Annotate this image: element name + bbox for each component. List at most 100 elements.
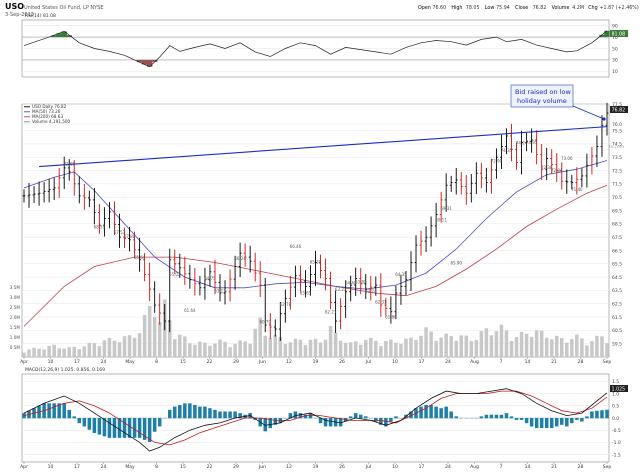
macd-tick-label: 1.5 — [612, 379, 619, 385]
volume-bar — [414, 339, 418, 357]
annotation-line-1: Bid raised on low — [515, 88, 571, 96]
macd-histogram-bar — [203, 406, 207, 419]
price-bar — [354, 267, 358, 296]
price-bar — [173, 249, 177, 275]
annotation-callout: Bid raised on low holiday volume — [510, 84, 606, 121]
price-bar — [223, 280, 227, 305]
macd-histogram-bar — [600, 410, 604, 419]
price-point-label: 72.90 — [491, 158, 503, 163]
volume-bar — [188, 343, 192, 357]
quote-label: Chg — [588, 5, 597, 11]
quote-label: High — [451, 5, 462, 11]
rsi-tick-label: 50 — [612, 46, 618, 52]
price-bar — [183, 256, 187, 285]
date-tick-label: 17 — [419, 359, 425, 365]
price-point-label: 63.13 — [214, 288, 226, 293]
volume-bar — [434, 340, 438, 357]
volume-bar — [590, 341, 594, 357]
price-bar — [283, 289, 287, 323]
price-panel: 3.5M 3.0M 2.5M 2.0M 1.5M 1.0M 0.5M 72.65 68.59 6… — [10, 84, 628, 358]
date-tick-label: 24 — [445, 359, 451, 365]
date-tick-label: 14 — [525, 359, 531, 365]
price-bar — [565, 169, 569, 194]
macd-histogram-bar — [374, 418, 378, 422]
price-bar — [143, 252, 147, 282]
rsi-line — [23, 30, 608, 68]
date-tick-label: Jul — [365, 359, 371, 365]
volume-bar — [323, 339, 328, 357]
volume-bar — [454, 340, 458, 357]
price-tick-label: 62.5 — [612, 302, 622, 308]
price-bar — [263, 278, 267, 333]
macd-histogram-bar — [117, 418, 122, 438]
price-legend-entry: MA(200) 68.63 — [32, 114, 63, 119]
price-bar — [273, 319, 277, 337]
price-tick-label: 67.5 — [612, 235, 622, 241]
macd-tick-label: 0.0 — [612, 416, 619, 422]
symbol-label: USO — [5, 2, 24, 11]
volume-bar — [539, 330, 544, 357]
macd-histogram-bar — [409, 411, 413, 419]
price-bar — [27, 183, 31, 208]
volume-bar — [600, 336, 604, 357]
macd-histogram-bar — [358, 414, 363, 419]
date-tick-label-bottom: Sep — [603, 464, 612, 470]
volume-bar — [338, 340, 343, 357]
volume-bar — [544, 337, 549, 357]
price-point-label: 72.38 — [541, 165, 553, 170]
price-bar — [278, 301, 282, 341]
price-bar — [484, 167, 488, 193]
price-bar — [545, 147, 549, 180]
volume-bar — [37, 348, 41, 357]
volume-tick-label: 2.0M — [10, 315, 21, 320]
price-bar — [344, 280, 348, 318]
volume-bar — [469, 341, 474, 357]
rsi-oversold-fill — [136, 59, 143, 63]
volume-bar — [379, 346, 383, 357]
volume-bar — [318, 342, 323, 357]
price-bar — [515, 142, 518, 170]
volume-bar — [358, 344, 363, 357]
macd-histogram-bar — [479, 416, 484, 419]
volume-bar — [107, 337, 112, 357]
price-bar — [228, 269, 232, 302]
price-point-label: 65.31 — [310, 259, 322, 264]
price-bar — [454, 167, 458, 195]
volume-bar — [258, 317, 262, 357]
macd-histogram-bar — [142, 418, 147, 440]
price-bar — [389, 296, 393, 324]
macd-histogram-bar — [489, 414, 494, 419]
macd-current-tag: 1.025 — [610, 385, 628, 393]
macd-histogram-bar — [504, 413, 509, 419]
date-tick-label-bottom: Jul — [365, 464, 371, 470]
volume-bar — [102, 340, 107, 357]
volume-bar — [439, 337, 443, 357]
price-point-label: 63.65 — [300, 290, 312, 295]
price-bar — [530, 128, 534, 153]
volume-bar — [484, 328, 489, 357]
volume-bar — [77, 349, 82, 357]
volume-bar — [193, 344, 197, 357]
price-bar — [258, 261, 262, 297]
volume-bar — [208, 345, 212, 357]
price-bar — [575, 167, 579, 195]
volume-bar — [112, 340, 117, 357]
macd-histogram-bar — [514, 418, 519, 420]
price-bar — [82, 183, 86, 210]
volume-bar — [308, 339, 313, 357]
macd-histogram-bar — [519, 418, 524, 420]
price-point-label: 72.65 — [64, 162, 76, 167]
macd-histogram-bar — [328, 418, 333, 427]
volume-bar — [363, 339, 368, 357]
macd-histogram-bar — [208, 408, 212, 419]
macd-histogram-bar — [323, 418, 328, 427]
price-bar — [334, 290, 338, 333]
macd-histogram-bar — [454, 416, 458, 419]
price-bar — [47, 178, 51, 203]
price-bar — [510, 123, 513, 162]
macd-histogram-bar — [565, 418, 569, 427]
date-tick-label-bottom: 24 — [445, 464, 451, 470]
macd-histogram-bar — [524, 418, 529, 424]
price-point-label: 63.74 — [365, 289, 377, 294]
price-bar — [203, 267, 207, 300]
